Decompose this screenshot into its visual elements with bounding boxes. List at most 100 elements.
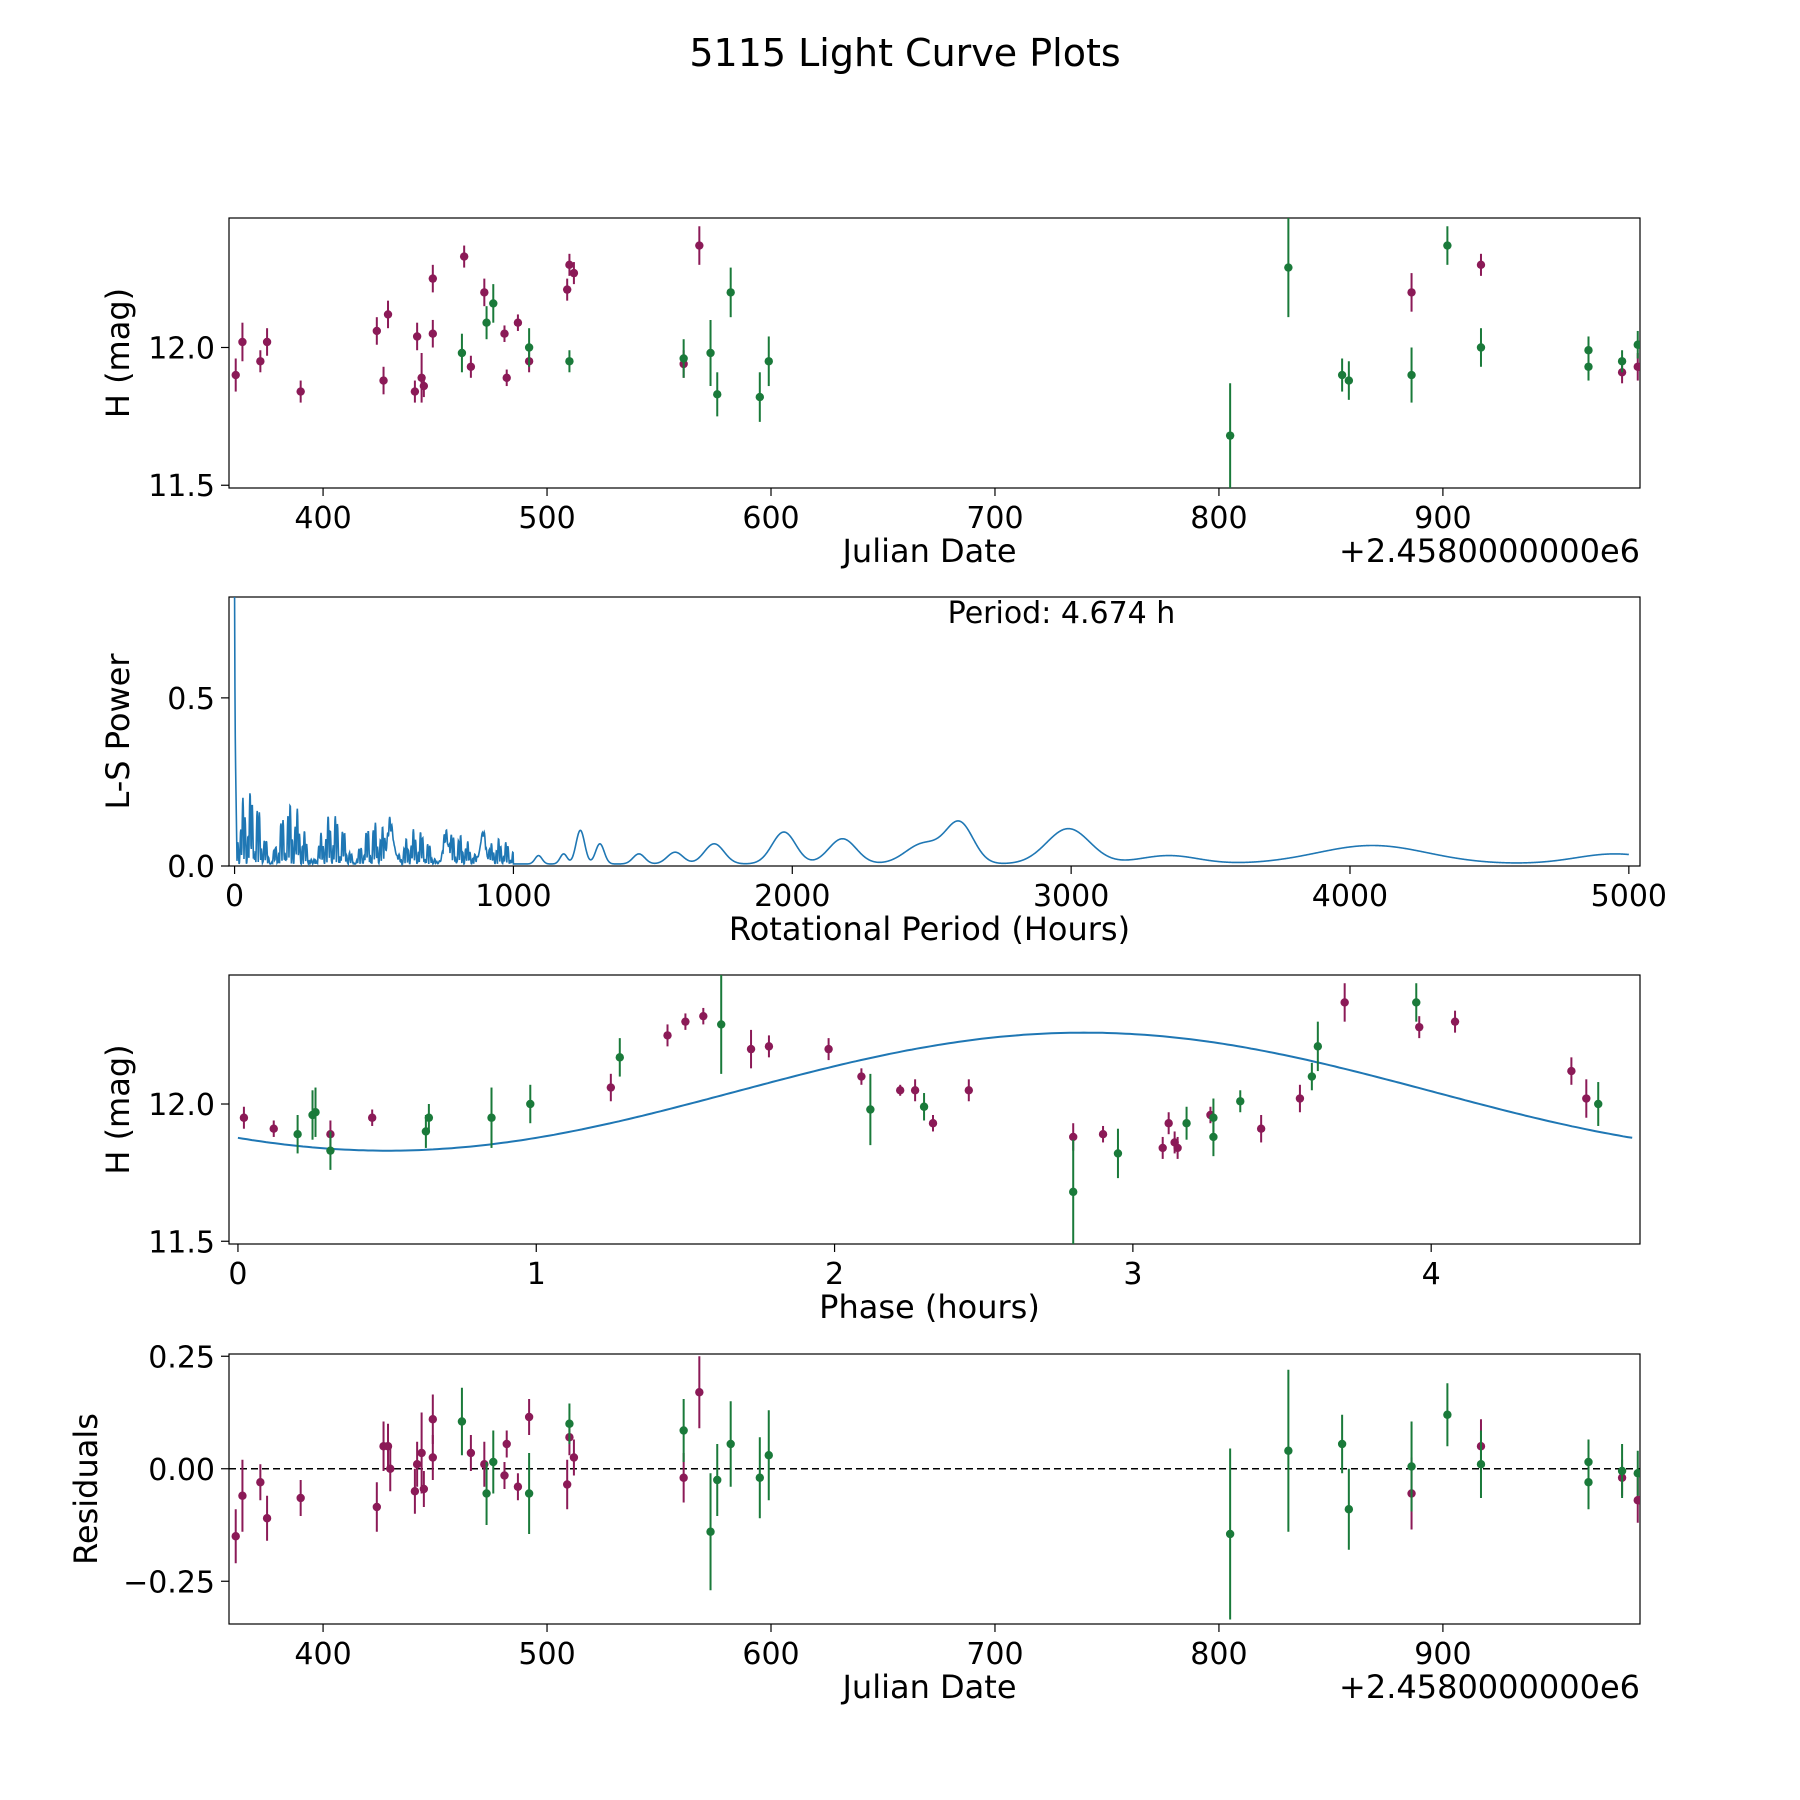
phased-data-point [1113, 1149, 1123, 1158]
lightcurve-data-point [1584, 346, 1593, 355]
phased-xlabel: Phase (hours) [819, 1288, 1040, 1326]
periodogram-xtick-label: 3000 [1033, 879, 1109, 914]
lightcurve-data-point [410, 387, 420, 396]
lightcurve-xtick-label: 800 [1190, 501, 1247, 536]
phased-data-point [866, 1105, 875, 1114]
lightcurve-data-point [256, 357, 265, 366]
lightcurve-data-point [379, 376, 388, 385]
phased-xtick-label: 1 [527, 1257, 546, 1292]
residuals-data-point [386, 1464, 395, 1473]
periodogram-xtick-label: 4000 [1312, 879, 1388, 914]
lightcurve-data-point [1407, 370, 1416, 380]
periodogram-xtick-label: 2000 [754, 879, 830, 914]
residuals-series-green [457, 1369, 1640, 1620]
residuals-data-point [695, 1388, 704, 1397]
figure-title: 5115 Light Curve Plots [689, 31, 1120, 75]
lightcurve-data-point [1284, 263, 1293, 272]
residuals-data-point [713, 1475, 722, 1485]
phased-data-point [857, 1072, 866, 1081]
lightcurve-data-point [562, 285, 572, 294]
residuals-data-point [755, 1473, 765, 1482]
residuals-data-point [1476, 1460, 1486, 1469]
phased-xtick-label: 3 [1123, 1257, 1142, 1292]
residuals-xtick-label: 400 [294, 1637, 351, 1672]
residuals-ytick-label: 0.25 [148, 1340, 215, 1375]
lightcurve-data-point [764, 357, 773, 366]
residuals-data-point [457, 1417, 467, 1426]
periodogram-xlabel: Rotational Period (Hours) [729, 910, 1130, 948]
lightcurve-data-point [1407, 288, 1416, 297]
lightcurve-plot-area [231, 218, 1640, 488]
phased-data-point [1069, 1187, 1078, 1197]
lightcurve-data-point [238, 337, 247, 347]
residuals-data-point [482, 1489, 491, 1498]
residuals-data-point [417, 1448, 426, 1458]
phased-data-point [1069, 1132, 1078, 1142]
periodogram-xtick-label: 1000 [475, 879, 551, 914]
phased-data-point [1295, 1094, 1305, 1103]
residuals-data-point [1633, 1469, 1640, 1478]
lightcurve-data-point [466, 362, 476, 371]
residuals-panel: 400 500 600 700 800 900 0.25 0.00 −0.25 Julian Da… [67, 1340, 1641, 1706]
residuals-xtick-label: 500 [518, 1637, 575, 1672]
periodogram-xtick-label: 0 [225, 879, 244, 914]
phased-data-point [487, 1113, 496, 1122]
phased-data-point [1313, 1042, 1323, 1051]
lightcurve-data-point [1584, 362, 1593, 371]
lightcurve-data-point [502, 373, 511, 382]
residuals-data-point [1617, 1466, 1627, 1476]
phased-data-point [1307, 1072, 1317, 1081]
lightcurve-data-point [428, 329, 438, 338]
residuals-data-point [502, 1439, 511, 1449]
lightcurve-data-point [419, 381, 429, 391]
phased-data-point [681, 1017, 690, 1026]
lightcurve-data-point [1225, 431, 1235, 440]
lightcurve-data-point [489, 299, 498, 308]
phased-series-green [293, 975, 1603, 1244]
periodogram-panel: 0 1000 2000 3000 4000 5000 0.0 0.5 Rotational Pe… [99, 596, 1667, 948]
lightcurve-data-point [457, 348, 467, 358]
lightcurve-xtick-label: 600 [742, 501, 799, 536]
phased-ylabel: H (mag) [99, 1044, 137, 1174]
phased-data-point [824, 1044, 833, 1054]
lightcurve-panel: 400 500 600 700 800 900 11.5 12.0 Julian Date H (… [99, 217, 1641, 570]
residuals-data-point [296, 1493, 305, 1503]
phased-data-point [1158, 1143, 1167, 1153]
lightcurve-data-point [231, 370, 240, 380]
phased-data-point [919, 1102, 929, 1111]
phased-data-point [1098, 1130, 1108, 1139]
lightcurve-ylabel: H (mag) [99, 288, 137, 418]
phased-panel: 0 1 2 3 4 11.5 12.0 Phase (hours) H (mag) [99, 974, 1641, 1326]
residuals-data-point [1443, 1410, 1452, 1419]
phased-data-point [1182, 1119, 1191, 1128]
phased-data-point [1236, 1097, 1245, 1106]
periodogram-axes-frame [228, 596, 1641, 867]
residuals-data-point [262, 1514, 272, 1523]
residuals-data-point [1407, 1462, 1416, 1471]
phased-xtick-label: 0 [228, 1257, 247, 1292]
residuals-data-point [764, 1451, 773, 1460]
residuals-data-point [1584, 1478, 1593, 1487]
phased-data-point [326, 1146, 335, 1155]
lightcurve-xtick-label: 500 [518, 501, 575, 536]
lightcurve-data-point [1344, 376, 1354, 385]
phased-data-point [293, 1130, 302, 1139]
lightcurve-data-point [296, 387, 305, 396]
phased-fit-curve [237, 1031, 1633, 1152]
phased-data-point [964, 1086, 974, 1095]
residuals-xtick-label: 700 [966, 1637, 1023, 1672]
lightcurve-data-point [513, 318, 523, 327]
phased-data-point [895, 1086, 905, 1095]
lightcurve-series-purple [231, 226, 1640, 403]
phased-data-point [1582, 1094, 1591, 1103]
phased-data-point [1594, 1099, 1603, 1109]
lightcurve-data-point [565, 357, 574, 366]
phased-data-point [367, 1113, 377, 1122]
lightcurve-data-point [726, 288, 735, 297]
residuals-data-point [706, 1527, 715, 1536]
lightcurve-data-point [1633, 362, 1640, 371]
phased-data-point [1340, 998, 1349, 1007]
phased-data-point [1256, 1124, 1266, 1133]
residuals-data-point [1344, 1505, 1354, 1514]
residuals-xtick-label: 900 [1414, 1637, 1471, 1672]
